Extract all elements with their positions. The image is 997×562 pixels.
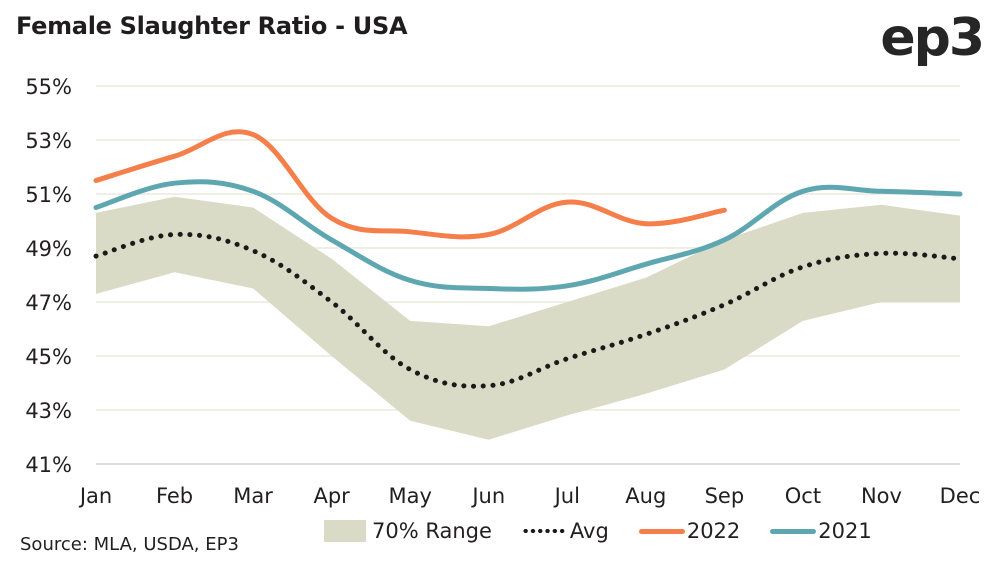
y-tick-label: 45% <box>25 345 72 369</box>
legend-label-avg: Avg <box>569 519 609 543</box>
x-tick-label: Jan <box>78 484 112 508</box>
y-tick-label: 47% <box>25 291 72 315</box>
legend-item-avg: Avg <box>521 519 609 543</box>
x-tick-label: Nov <box>861 484 902 508</box>
legend-item-range: 70% Range <box>324 519 492 543</box>
x-tick-label: Feb <box>156 484 193 508</box>
series-lines <box>93 129 963 389</box>
legend-label-2021: 2021 <box>818 519 872 543</box>
x-tick-label: Jun <box>470 484 505 508</box>
range-band-group <box>96 196 960 440</box>
legend-swatch-range <box>324 520 366 542</box>
y-tick-label: 51% <box>25 183 72 207</box>
ep3-logo: ep3 <box>880 8 985 68</box>
legend-swatch-avg <box>521 529 566 533</box>
source-note: Source: MLA, USDA, EP3 <box>20 534 239 555</box>
x-tick-label: Dec <box>940 484 981 508</box>
y-tick-label: 49% <box>25 237 72 261</box>
chart-title: Female Slaughter Ratio - USA <box>16 12 408 40</box>
legend-item-2021: 2021 <box>770 519 872 543</box>
y-tick-label: 53% <box>25 129 72 153</box>
series-line-2021 <box>93 179 963 292</box>
x-tick-label: Mar <box>233 484 273 508</box>
legend-item-2022: 2022 <box>638 519 741 543</box>
x-tick-label: Aug <box>625 484 666 508</box>
x-tick-label: Jul <box>553 484 580 508</box>
y-tick-label: 55% <box>25 75 72 99</box>
legend-label-range: 70% Range <box>372 519 492 543</box>
range-band <box>96 196 960 440</box>
legend-swatch-2022 <box>638 528 685 534</box>
series-line-2022 <box>93 129 727 240</box>
y-tick-label: 43% <box>25 399 72 423</box>
x-tick-label: Oct <box>785 484 821 508</box>
legend: 70% Range Avg 2022 2021 <box>324 519 902 543</box>
x-tick-label: May <box>388 484 431 508</box>
y-tick-label: 41% <box>25 453 72 477</box>
x-tick-label: Apr <box>313 484 350 508</box>
legend-swatch-2021 <box>770 528 817 534</box>
legend-label-2022: 2022 <box>686 519 741 543</box>
x-tick-label: Sep <box>705 484 745 508</box>
x-axis-ticks: Jan Feb Mar Apr May Jun Jul Aug Sep Oct Nov Dec <box>78 484 981 508</box>
y-axis-ticks: 41% 43% 45% 47% 49% 51% 53% 55% <box>25 75 72 477</box>
